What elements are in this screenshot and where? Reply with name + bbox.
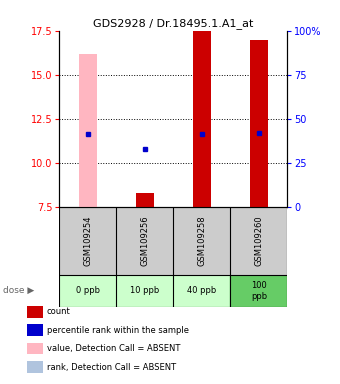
Bar (136, 193, 154, 207)
Bar (59, 207, 116, 275)
Text: 40 ppb: 40 ppb (187, 286, 217, 295)
Text: value, Detection Call = ABSENT: value, Detection Call = ABSENT (47, 344, 180, 353)
Text: 100
ppb: 100 ppb (251, 281, 267, 301)
Text: 0 ppb: 0 ppb (76, 286, 100, 295)
Text: percentile rank within the sample: percentile rank within the sample (47, 326, 189, 335)
Text: GSM109256: GSM109256 (140, 216, 149, 266)
Bar (231, 207, 287, 275)
Text: rank, Detection Call = ABSENT: rank, Detection Call = ABSENT (47, 362, 176, 372)
Bar (250, 40, 268, 207)
Text: GSM109254: GSM109254 (84, 216, 92, 266)
Bar (193, 31, 211, 207)
Bar (59, 275, 116, 307)
Text: 10 ppb: 10 ppb (130, 286, 159, 295)
Text: GSM109260: GSM109260 (254, 216, 263, 266)
Text: count: count (47, 307, 71, 316)
Bar (79, 54, 97, 207)
Title: GDS2928 / Dr.18495.1.A1_at: GDS2928 / Dr.18495.1.A1_at (93, 18, 254, 30)
Bar (116, 207, 173, 275)
Bar (231, 275, 287, 307)
Text: GSM109258: GSM109258 (198, 216, 206, 266)
Bar (173, 207, 231, 275)
Text: dose ▶: dose ▶ (3, 286, 35, 295)
Bar (173, 275, 231, 307)
Bar (84, 133, 92, 207)
Bar (116, 275, 173, 307)
